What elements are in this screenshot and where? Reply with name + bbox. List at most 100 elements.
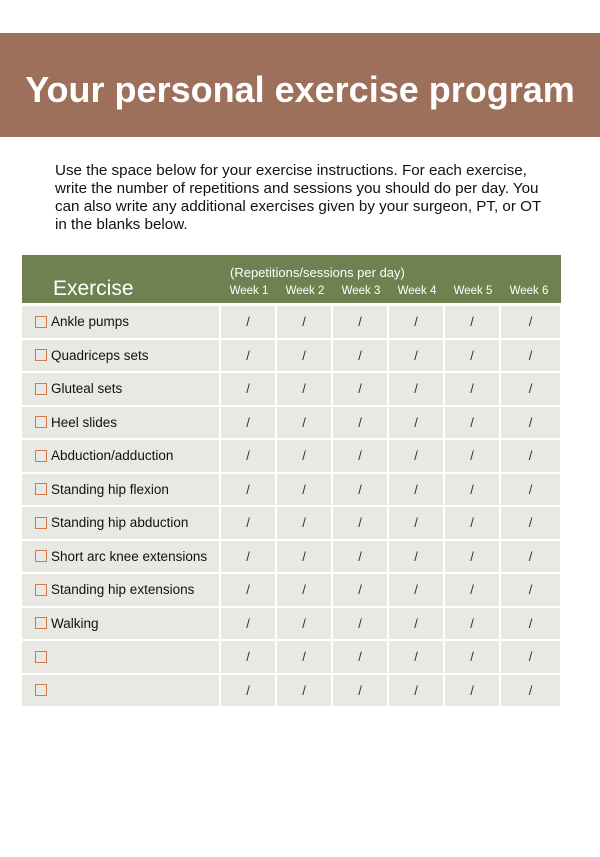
week-entry-cell[interactable]: /: [333, 607, 387, 639]
week-entry-cell[interactable]: /: [501, 440, 560, 472]
week-entry-cell[interactable]: /: [333, 406, 387, 438]
checkbox[interactable]: [35, 349, 47, 362]
checkbox[interactable]: [35, 449, 47, 462]
week-entry-cell[interactable]: /: [389, 339, 443, 371]
exercise-cell: Walking: [22, 607, 219, 639]
exercise-name: Standing hip extensions: [51, 582, 195, 598]
week-entry-cell[interactable]: /: [501, 406, 560, 438]
checkbox[interactable]: [35, 684, 47, 697]
exercise-name: Standing hip abduction: [51, 515, 189, 531]
week-entry-cell[interactable]: /: [501, 674, 560, 706]
week-entry-cell[interactable]: /: [333, 373, 387, 405]
week-entry-cell[interactable]: /: [277, 574, 331, 606]
week-entry-cell[interactable]: /: [501, 306, 560, 338]
week-entry-cell[interactable]: /: [221, 540, 275, 572]
week-entry-cell[interactable]: /: [221, 406, 275, 438]
checkbox[interactable]: [35, 550, 47, 563]
week-entry-cell[interactable]: /: [389, 574, 443, 606]
week-entry-cell[interactable]: /: [445, 473, 499, 505]
week-entry-cell[interactable]: /: [445, 641, 499, 673]
week-entry-cell[interactable]: /: [501, 607, 560, 639]
week-entry-cell[interactable]: /: [389, 306, 443, 338]
exercise-cell: Standing hip abduction: [22, 507, 219, 539]
week-entry-cell[interactable]: /: [221, 641, 275, 673]
week-entry-cell[interactable]: /: [389, 373, 443, 405]
week-entry-cell[interactable]: /: [277, 306, 331, 338]
table-row: Quadriceps sets / / / / / /: [22, 339, 561, 371]
week-entry-cell[interactable]: /: [221, 339, 275, 371]
week-entry-cell[interactable]: /: [277, 406, 331, 438]
table-row: Heel slides / / / / / /: [22, 406, 561, 438]
week-entry-cell[interactable]: /: [389, 406, 443, 438]
week-entry-cell[interactable]: /: [277, 641, 331, 673]
week-entry-cell[interactable]: /: [501, 507, 560, 539]
week-entry-cell[interactable]: /: [501, 641, 560, 673]
week-header: Week 5: [453, 285, 493, 297]
week-entry-cell[interactable]: /: [445, 440, 499, 472]
week-entry-cell[interactable]: /: [501, 574, 560, 606]
week-entry-cell[interactable]: /: [445, 607, 499, 639]
week-entry-cell[interactable]: /: [277, 339, 331, 371]
week-entry-cell[interactable]: /: [501, 373, 560, 405]
exercise-cell: Quadriceps sets: [22, 339, 219, 371]
week-entry-cell[interactable]: /: [389, 473, 443, 505]
checkbox[interactable]: [35, 315, 47, 328]
week-entry-cell[interactable]: /: [221, 306, 275, 338]
week-entry-cell[interactable]: /: [501, 339, 560, 371]
week-entry-cell[interactable]: /: [445, 339, 499, 371]
exercise-name: Gluteal sets: [51, 381, 123, 397]
week-entry-cell[interactable]: /: [221, 473, 275, 505]
week-entry-cell[interactable]: /: [333, 507, 387, 539]
checkbox[interactable]: [35, 483, 47, 496]
table-row: Short arc knee extensions / / / / / /: [22, 540, 561, 572]
week-entry-cell[interactable]: /: [501, 473, 560, 505]
week-entry-cell[interactable]: /: [333, 306, 387, 338]
checkbox[interactable]: [35, 416, 47, 429]
table-row: / / / / / /: [22, 674, 561, 706]
week-entry-cell[interactable]: /: [445, 507, 499, 539]
week-entry-cell[interactable]: /: [333, 641, 387, 673]
week-entry-cell[interactable]: /: [389, 440, 443, 472]
week-entry-cell[interactable]: /: [277, 507, 331, 539]
week-entry-cell[interactable]: /: [277, 373, 331, 405]
week-entry-cell[interactable]: /: [221, 440, 275, 472]
exercise-cell: Heel slides: [22, 406, 219, 438]
week-entry-cell[interactable]: /: [333, 440, 387, 472]
week-entry-cell[interactable]: /: [277, 440, 331, 472]
week-entry-cell[interactable]: /: [333, 540, 387, 572]
week-entry-cell[interactable]: /: [221, 373, 275, 405]
exercise-cell: Gluteal sets: [22, 373, 219, 405]
week-entry-cell[interactable]: /: [445, 306, 499, 338]
week-entry-cell[interactable]: /: [389, 641, 443, 673]
week-entry-cell[interactable]: /: [333, 473, 387, 505]
week-entry-cell[interactable]: /: [445, 406, 499, 438]
checkbox[interactable]: [35, 617, 47, 630]
week-entry-cell[interactable]: /: [221, 607, 275, 639]
week-entry-cell[interactable]: /: [389, 674, 443, 706]
week-entry-cell[interactable]: /: [389, 540, 443, 572]
week-entry-cell[interactable]: /: [445, 540, 499, 572]
week-entry-cell[interactable]: /: [221, 574, 275, 606]
exercise-cell: Abduction/adduction: [22, 440, 219, 472]
week-entry-cell[interactable]: /: [445, 574, 499, 606]
checkbox[interactable]: [35, 583, 47, 596]
exercise-name: Heel slides: [51, 414, 118, 430]
week-entry-cell[interactable]: /: [333, 339, 387, 371]
week-entry-cell[interactable]: /: [277, 607, 331, 639]
week-entry-cell[interactable]: /: [389, 607, 443, 639]
week-entry-cell[interactable]: /: [501, 540, 560, 572]
checkbox[interactable]: [35, 382, 47, 395]
week-entry-cell[interactable]: /: [277, 540, 331, 572]
week-entry-cell[interactable]: /: [277, 473, 331, 505]
checkbox[interactable]: [35, 650, 47, 663]
exercise-name: Walking: [51, 615, 99, 631]
week-entry-cell[interactable]: /: [221, 507, 275, 539]
week-entry-cell[interactable]: /: [389, 507, 443, 539]
week-entry-cell[interactable]: /: [333, 574, 387, 606]
week-entry-cell[interactable]: /: [277, 674, 331, 706]
week-entry-cell[interactable]: /: [445, 674, 499, 706]
checkbox[interactable]: [35, 516, 47, 529]
week-entry-cell[interactable]: /: [445, 373, 499, 405]
week-entry-cell[interactable]: /: [333, 674, 387, 706]
week-entry-cell[interactable]: /: [221, 674, 275, 706]
